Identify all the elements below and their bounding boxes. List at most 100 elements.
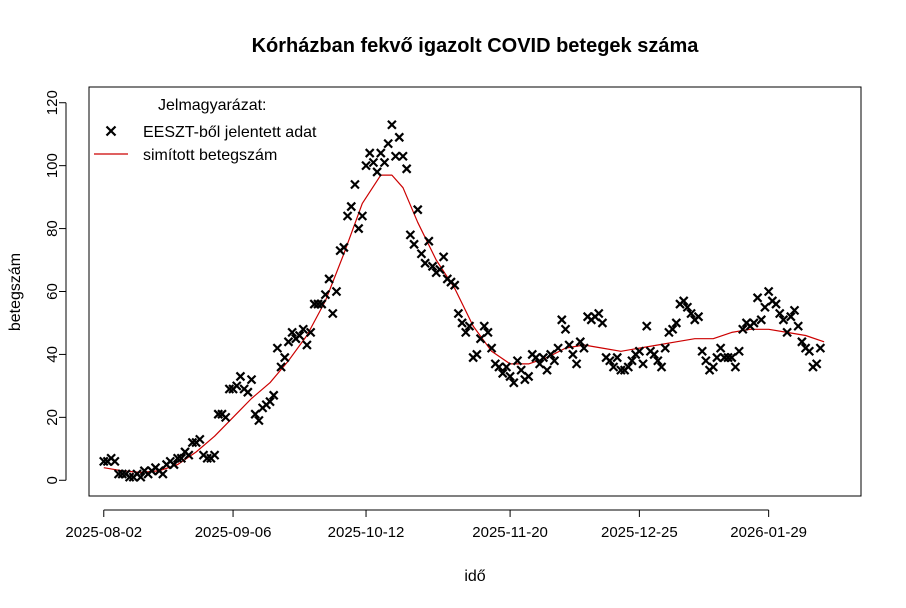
data-point	[449, 280, 460, 290]
data-point	[804, 346, 815, 357]
x-tick-label: 2025-12-25	[601, 524, 678, 541]
y-axis-label: betegszám	[7, 253, 24, 331]
data-point	[593, 308, 604, 319]
data-point	[209, 450, 220, 460]
data-point	[752, 293, 763, 303]
data-point	[302, 340, 312, 350]
data-point	[412, 204, 423, 215]
data-point	[534, 359, 545, 369]
data-point	[364, 148, 375, 158]
data-point	[682, 302, 693, 313]
data-point	[774, 308, 785, 319]
data-point	[243, 387, 253, 397]
data-point	[486, 343, 497, 353]
x-tick-label: 2025-10-12	[328, 524, 405, 541]
x-tick-label: 2026-01-29	[730, 524, 807, 541]
data-point	[320, 289, 331, 300]
legend-entry-observed: EESZT-ből jelentett adat	[143, 124, 317, 141]
data-point	[505, 371, 515, 382]
data-point	[697, 346, 707, 357]
data-point	[789, 305, 800, 316]
chart-title: Kórházban fekvő igazolt COVID betegek sz…	[252, 35, 700, 57]
data-point	[287, 327, 297, 338]
data-point	[501, 362, 512, 372]
data-point	[328, 308, 338, 319]
data-point	[693, 311, 704, 322]
data-point	[523, 371, 534, 382]
data-point	[531, 352, 541, 363]
data-point	[730, 362, 741, 372]
data-point	[427, 261, 438, 272]
data-point	[272, 343, 283, 353]
data-point	[678, 296, 689, 306]
data-point	[726, 352, 737, 363]
data-point	[497, 368, 508, 379]
data-point	[575, 337, 586, 347]
data-point	[361, 160, 371, 171]
data-point	[811, 359, 822, 369]
x-axis-label: idő	[464, 568, 485, 585]
data-point	[183, 450, 194, 460]
data-point	[172, 453, 183, 464]
data-point	[797, 337, 807, 347]
y-tick-label: 120	[44, 90, 61, 115]
data-point	[512, 355, 523, 366]
data-point	[719, 352, 730, 363]
data-point	[117, 469, 128, 479]
data-point	[564, 340, 574, 350]
x-tick-label: 2025-09-06	[195, 524, 272, 541]
data-point	[438, 252, 449, 262]
data-point	[409, 239, 419, 250]
data-point	[701, 355, 711, 366]
data-point	[213, 409, 224, 419]
data-point	[649, 349, 659, 360]
data-point	[135, 472, 146, 482]
legend-title: Jelmagyarázat:	[158, 97, 267, 114]
data-point	[390, 151, 401, 161]
data-point	[568, 349, 578, 360]
data-point	[235, 371, 246, 382]
data-point	[778, 315, 789, 325]
data-point	[416, 248, 427, 259]
legend: Jelmagyarázat: EESZT-ből jelentett adat …	[94, 97, 317, 164]
data-point	[708, 362, 719, 372]
data-point	[339, 242, 349, 253]
y-tick-label: 20	[44, 409, 61, 426]
data-point	[342, 211, 353, 221]
y-tick-label: 40	[44, 346, 61, 363]
data-point	[516, 365, 526, 375]
data-point	[656, 362, 667, 372]
data-point	[246, 374, 257, 385]
data-point	[464, 321, 475, 331]
data-point	[298, 324, 309, 335]
data-point	[220, 412, 231, 423]
data-point	[265, 396, 275, 407]
data-point	[608, 362, 619, 372]
x-tick-label: 2025-11-20	[472, 524, 548, 541]
data-point	[542, 365, 552, 375]
y-tick-label: 100	[44, 153, 61, 178]
data-point	[671, 318, 682, 328]
data-point	[623, 362, 634, 372]
data-point	[279, 352, 290, 363]
data-point	[294, 330, 305, 341]
data-point	[538, 352, 549, 363]
smoothed-line	[103, 174, 825, 473]
data-points	[98, 119, 826, 482]
data-point	[231, 381, 242, 391]
data-point	[394, 132, 405, 143]
legend-entry-smoothed: simított betegszám	[143, 147, 277, 164]
data-point	[313, 299, 323, 309]
data-point	[793, 321, 803, 331]
data-point	[453, 308, 464, 319]
data-point	[597, 318, 608, 328]
data-point	[187, 437, 198, 448]
data-point	[309, 299, 320, 309]
data-point	[368, 157, 379, 168]
data-point	[158, 469, 168, 479]
data-point	[113, 469, 124, 479]
data-point	[254, 415, 264, 426]
data-point	[560, 324, 571, 335]
y-tick-label: 80	[44, 220, 61, 237]
